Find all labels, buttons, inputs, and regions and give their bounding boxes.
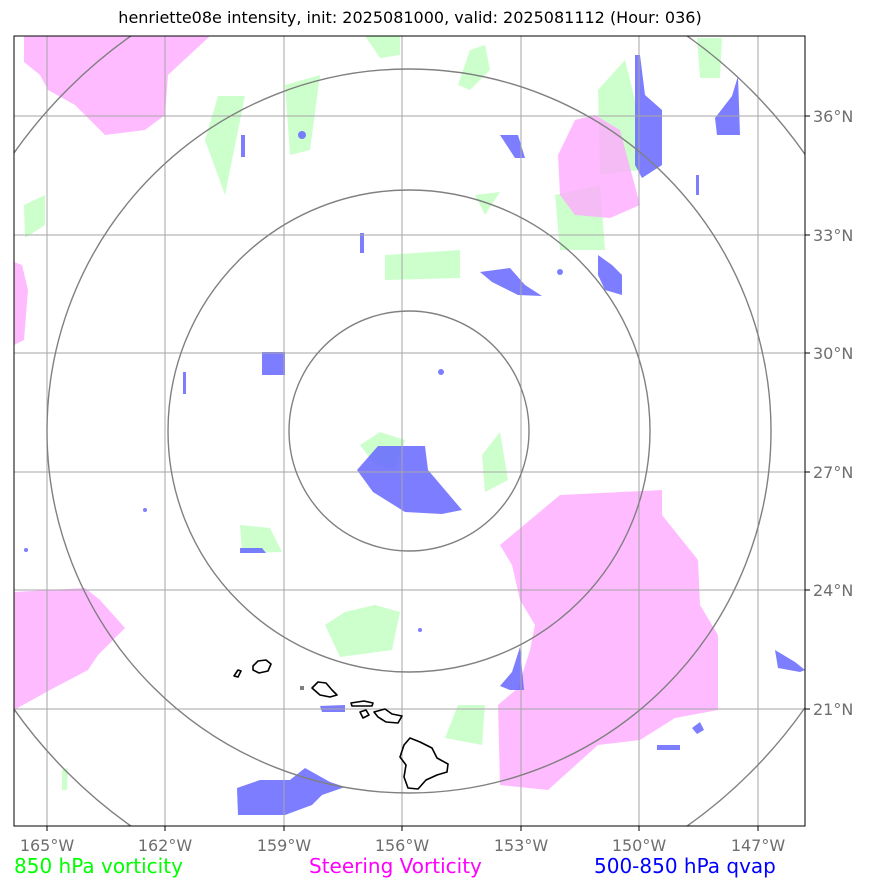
island-kauai <box>252 659 272 674</box>
qvap-patch <box>183 372 186 394</box>
legend-steering-vorticity: Steering Vorticity <box>309 854 482 878</box>
qvap-patch <box>240 548 266 553</box>
vorticity-patch <box>62 768 68 790</box>
map-frame <box>13 35 806 827</box>
qvap-patch <box>500 135 525 158</box>
qvap-patch <box>241 135 245 157</box>
range-ring-2 <box>167 189 651 673</box>
qvap-patch <box>557 269 563 275</box>
qvap-patch <box>657 745 680 750</box>
qvap-patch <box>360 233 364 253</box>
qvap-patch <box>357 446 462 514</box>
vorticity-patch <box>385 250 460 280</box>
lat-tick-label: 30°N <box>813 344 853 363</box>
range-ring-1 <box>288 310 530 552</box>
vorticity-patch <box>365 36 400 58</box>
qvap-patch <box>480 268 542 296</box>
qvap-patch <box>143 508 147 512</box>
steering-vorticity-layer <box>14 36 718 790</box>
lon-tick-label: 156°W <box>375 836 430 855</box>
vorticity-patch <box>240 525 282 553</box>
legend-850-vorticity: 850 hPa vorticity <box>14 854 183 878</box>
lon-tick-label: 147°W <box>731 836 786 855</box>
hawaii-coastline <box>233 659 449 790</box>
lat-tick-label: 36°N <box>813 107 853 126</box>
island-marker <box>300 686 304 690</box>
qvap-patch <box>262 352 285 375</box>
island-molokai <box>350 700 374 707</box>
qvap-patch <box>237 768 345 815</box>
steering-patch <box>14 262 28 345</box>
steering-patch <box>558 115 640 218</box>
qvap-patch <box>24 548 28 552</box>
vorticity-patch <box>205 96 245 195</box>
island-hawaii <box>399 737 449 790</box>
qvap-patch <box>775 650 805 672</box>
vorticity-patch <box>445 705 485 745</box>
vorticity-patch <box>325 605 400 657</box>
island-niihau <box>233 669 242 678</box>
qvap-patch <box>715 76 740 135</box>
lat-tick-label: 27°N <box>813 463 853 482</box>
qvap-patch <box>438 369 444 375</box>
island-lanai <box>359 709 370 719</box>
vorticity-patch <box>697 38 722 78</box>
qvap-patch <box>298 131 306 139</box>
range-ring-3 <box>46 68 772 794</box>
qvap-patch <box>696 175 699 195</box>
lon-tick-label: 153°W <box>494 836 549 855</box>
qvap-patch <box>692 722 704 734</box>
lon-tick-labels: 165°W 162°W 159°W 156°W 153°W 150°W 147°… <box>20 836 786 855</box>
qvap-patch <box>500 647 524 690</box>
lat-lon-grid <box>14 36 805 826</box>
vorticity-patch <box>285 75 320 155</box>
lat-tick-label: 24°N <box>813 581 853 600</box>
lon-tick-label: 159°W <box>257 836 312 855</box>
vorticity-patch <box>482 432 508 492</box>
steering-patch <box>14 588 125 710</box>
lat-tick-label: 21°N <box>813 700 853 719</box>
map-title: henriette08e intensity, init: 2025081000… <box>118 8 702 27</box>
lon-tick-label: 162°W <box>138 836 193 855</box>
island-maui <box>373 708 403 724</box>
lat-tick-labels: 36°N 33°N 30°N 27°N 24°N 21°N <box>813 107 853 719</box>
island-oahu <box>311 681 338 698</box>
qvap-patch <box>418 628 422 632</box>
steering-patch <box>24 36 210 135</box>
vorticity-patch <box>24 195 45 238</box>
steering-patch <box>498 490 718 790</box>
qvap-patch <box>598 255 622 295</box>
tick-marks <box>46 115 810 831</box>
lon-tick-label: 150°W <box>612 836 667 855</box>
vorticity-patch <box>458 45 490 90</box>
lat-tick-label: 33°N <box>813 226 853 245</box>
lon-tick-label: 165°W <box>20 836 75 855</box>
legend-qvap: 500-850 hPa qvap <box>594 854 776 878</box>
